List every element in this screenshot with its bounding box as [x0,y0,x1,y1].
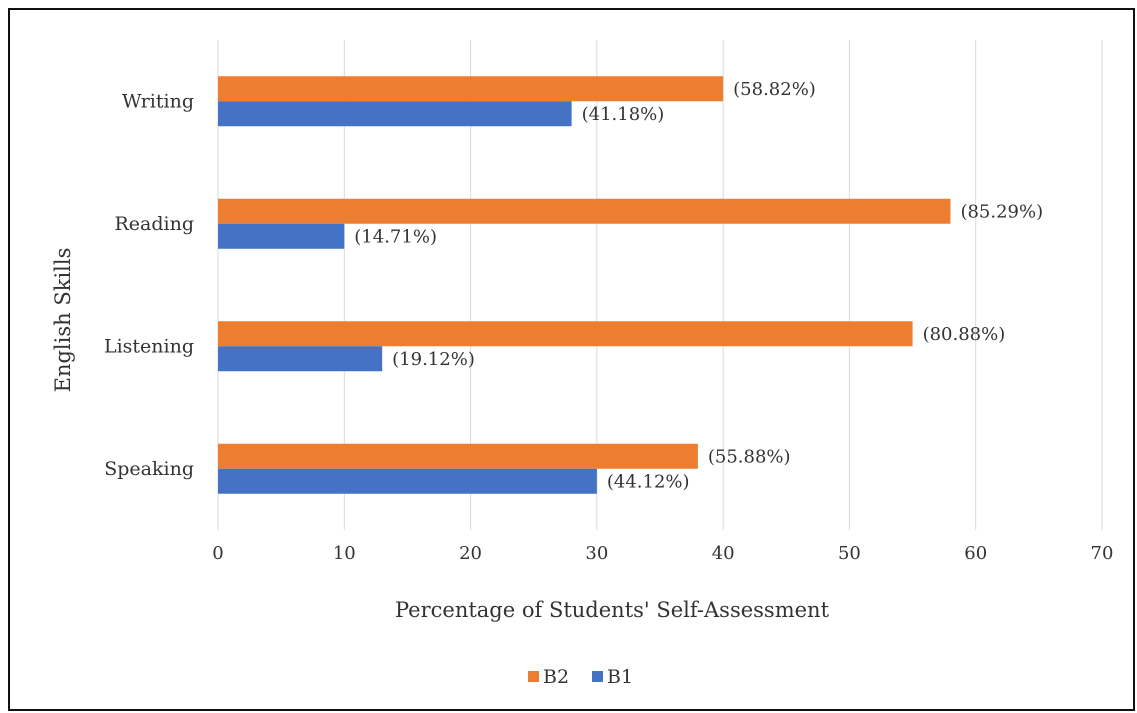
legend-swatch-b2 [528,671,539,682]
bar-b1-listening [218,346,383,372]
x-tick-label-50: 50 [838,543,861,564]
legend: B2 B1 [528,666,633,688]
bar-b1-reading [218,223,345,249]
x-tick-label-60: 60 [964,543,987,564]
category-label-listening: Listening [104,335,194,357]
data-label-b2-writing: (58.82%) [733,79,816,100]
category-label-writing: Writing [122,90,194,112]
x-tick-label-30: 30 [585,543,608,564]
bar-b1-writing [218,101,572,127]
x-tick-label-0: 0 [212,543,223,564]
category-labels: Writing Reading Listening Speaking [104,90,194,480]
legend-label-b2: B2 [543,666,569,688]
bar-b1-speaking [218,468,597,494]
data-label-b2-speaking: (55.88%) [708,446,791,467]
data-label-b1-writing: (41.18%) [582,104,665,125]
data-label-b1-speaking: (44.12%) [607,471,690,492]
bar-b2-speaking [218,443,698,469]
data-label-b1-listening: (19.12%) [392,349,475,370]
y-axis-title: English Skills [51,248,75,393]
data-labels: (58.82%) (41.18%) (85.29%) (14.71%) (80.88%)… [354,79,1043,493]
data-label-b2-listening: (80.88%) [923,324,1006,345]
x-tick-label-10: 10 [333,543,356,564]
legend-label-b1: B1 [607,666,633,688]
x-tick-label-70: 70 [1091,543,1114,564]
data-label-b1-reading: (14.71%) [354,226,437,247]
bar-b2-listening [218,321,913,347]
category-label-reading: Reading [114,213,194,235]
x-tick-labels: 0 10 20 30 40 50 60 70 [212,543,1113,564]
category-label-speaking: Speaking [104,458,194,480]
data-label-b2-reading: (85.29%) [960,201,1043,222]
x-tick-label-40: 40 [712,543,735,564]
x-tick-label-20: 20 [459,543,482,564]
bar-b2-writing [218,76,724,102]
x-axis-title: Percentage of Students' Self-Assessment [395,598,830,622]
bars [218,76,951,494]
bar-b2-reading [218,198,951,224]
legend-swatch-b1 [592,671,603,682]
